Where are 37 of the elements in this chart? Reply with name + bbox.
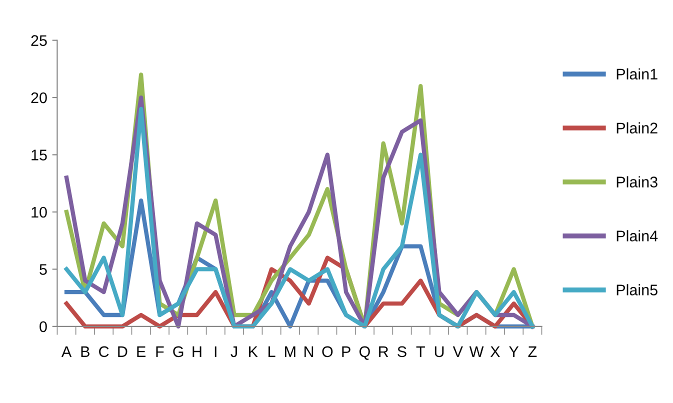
x-tick-label: Y: [509, 346, 519, 357]
x-tick-label: U: [434, 346, 444, 358]
y-tick-label: 20: [31, 92, 47, 104]
x-tick-label: E: [137, 346, 146, 357]
x-tick-label: G: [173, 346, 184, 358]
y-tick-label: 5: [40, 264, 47, 275]
x-tick-label: D: [118, 346, 128, 357]
x-tick-label: H: [192, 346, 202, 357]
legend-label: Plain2: [616, 122, 658, 134]
x-tick-label: T: [416, 346, 425, 357]
y-tick-label: 15: [32, 150, 47, 160]
x-tick-label: R: [379, 346, 388, 357]
x-tick-label: A: [61, 346, 72, 357]
x-tick-label: S: [398, 346, 406, 358]
x-tick-label: B: [81, 346, 90, 357]
x-tick-label: Z: [528, 346, 537, 357]
x-tick-label: P: [342, 346, 350, 357]
x-tick-label: K: [249, 346, 258, 357]
x-tick-label: F: [156, 346, 164, 357]
x-tick-label: O: [322, 346, 333, 358]
legend-label: Plain5: [616, 284, 658, 296]
x-tick-label: X: [490, 346, 500, 357]
y-tick-label: 0: [40, 321, 47, 332]
x-tick-label: W: [469, 346, 484, 357]
x-tick-label: I: [214, 346, 216, 357]
legend-label: Plain4: [616, 230, 658, 242]
x-tick-label: C: [99, 346, 109, 358]
x-tick-label: J: [230, 346, 237, 358]
x-tick-label: L: [268, 346, 276, 357]
legend-label: Plain3: [616, 176, 658, 188]
x-tick-label: M: [285, 346, 296, 357]
x-tick-label: V: [452, 346, 463, 357]
legend-label: Plain1: [616, 68, 658, 80]
y-tick-label: 25: [31, 35, 47, 46]
x-tick-label: Q: [359, 346, 370, 360]
y-tick-label: 10: [32, 206, 47, 218]
x-tick-label: N: [304, 346, 314, 357]
